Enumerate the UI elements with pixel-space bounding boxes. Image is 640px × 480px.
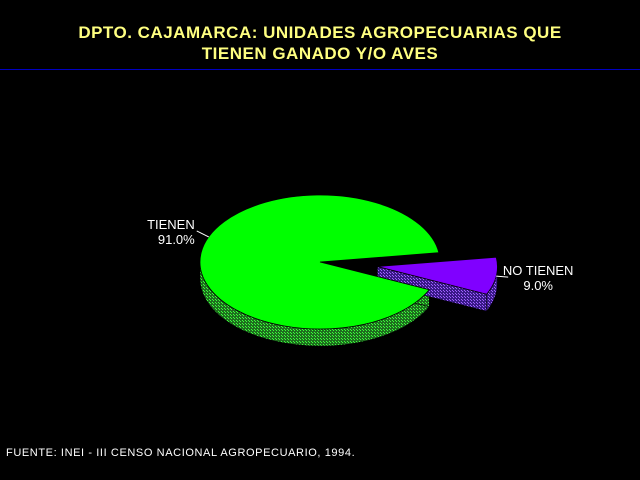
pie-leader-1 [496,275,509,278]
pie-leader-0 [196,230,209,238]
chart-title: DPTO. CAJAMARCA: UNIDADES AGROPECUARIAS … [0,22,640,64]
title-divider [0,69,640,70]
chart-title-line-2: TIENEN GANADO Y/O AVES [201,44,439,63]
pie-tops [199,194,498,330]
pie-value-label-1: 9.0% [523,278,553,293]
source-note: FUENTE: INEI - III CENSO NACIONAL AGROPE… [6,447,356,459]
chart-title-line-1: DPTO. CAJAMARCA: UNIDADES AGROPECUARIAS … [78,23,562,42]
pie-label-1: NO TIENEN [503,263,574,278]
pie-slice-0 [199,194,440,330]
pie-value-label-0: 91.0% [158,232,195,247]
pie-label-0: TIENEN [147,217,195,232]
